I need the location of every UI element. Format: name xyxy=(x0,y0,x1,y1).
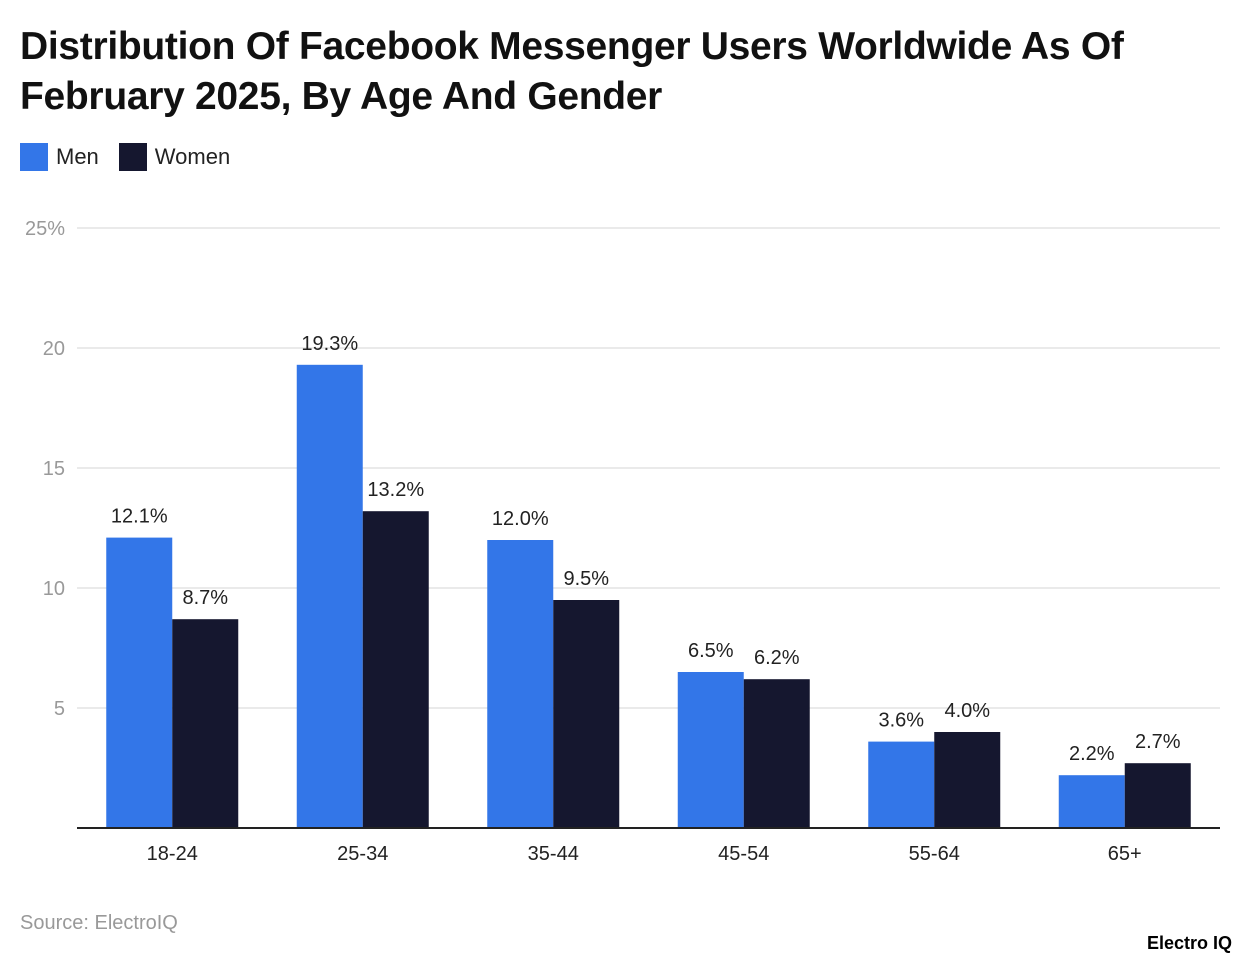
data-label: 12.0% xyxy=(492,508,549,530)
y-tick-label: 10 xyxy=(43,578,65,600)
bar-men xyxy=(296,364,363,828)
legend-label-men: Men xyxy=(56,144,99,169)
x-tick-label: 35-44 xyxy=(528,843,579,865)
bar-women xyxy=(934,732,1001,828)
chart-title: Distribution Of Facebook Messenger Users… xyxy=(20,25,1124,118)
legend: Men Women xyxy=(20,143,230,171)
electroiq-logo: Electro IQ xyxy=(1146,933,1232,953)
data-label: 3.6% xyxy=(878,710,924,732)
bar-women xyxy=(172,619,239,828)
x-tick-label: 18-24 xyxy=(147,843,198,865)
bar-women xyxy=(743,679,810,828)
bar-men xyxy=(106,537,173,828)
legend-swatch-men xyxy=(20,143,48,171)
data-label: 12.1% xyxy=(111,506,168,528)
bar-men xyxy=(677,672,744,828)
data-label: 8.7% xyxy=(182,587,228,609)
x-tick-label: 65+ xyxy=(1108,843,1142,865)
x-tick-label: 55-64 xyxy=(909,843,960,865)
data-label: 19.3% xyxy=(301,333,358,355)
data-label: 2.7% xyxy=(1135,731,1181,753)
data-label: 6.2% xyxy=(754,647,800,669)
y-tick-label: 15 xyxy=(43,458,65,480)
x-tick-label: 25-34 xyxy=(337,843,388,865)
y-tick-label: 20 xyxy=(43,338,65,360)
bar-men xyxy=(1058,775,1125,828)
bar-women xyxy=(362,511,429,828)
x-tick-label: 45-54 xyxy=(718,843,769,865)
data-label: 4.0% xyxy=(944,700,990,722)
legend-item-men: Men xyxy=(20,143,99,171)
legend-item-women: Women xyxy=(118,143,231,171)
source-note: Source: ElectroIQ xyxy=(20,912,178,934)
bar-women xyxy=(553,600,620,828)
y-tick-label: 5 xyxy=(54,698,65,720)
data-label: 2.2% xyxy=(1069,743,1115,765)
data-label: 9.5% xyxy=(563,568,609,590)
legend-label-women: Women xyxy=(154,144,231,169)
data-label: 13.2% xyxy=(367,479,424,501)
bar-men xyxy=(487,540,554,828)
legend-swatch-women xyxy=(118,143,147,171)
data-label: 6.5% xyxy=(688,640,734,662)
y-tick-label: 25% xyxy=(25,218,65,240)
bar-women xyxy=(1124,763,1191,828)
bar-men xyxy=(868,741,935,828)
